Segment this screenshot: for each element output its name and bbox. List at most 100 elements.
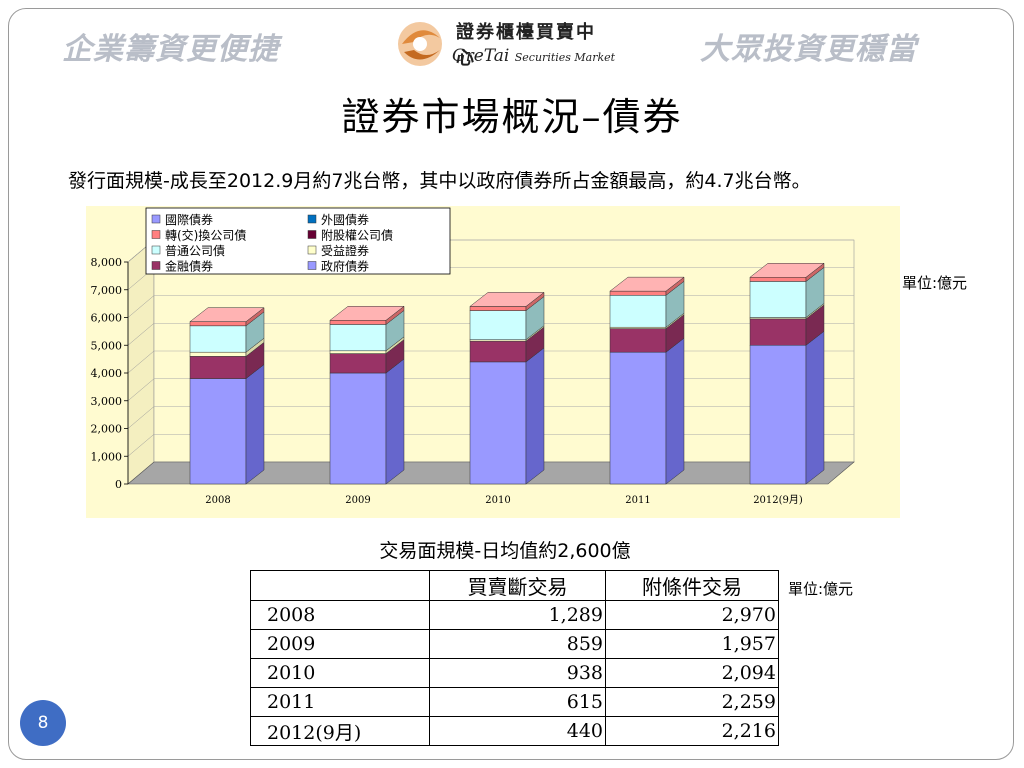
legend-swatch — [151, 214, 161, 224]
gridline-side — [127, 378, 155, 401]
table-unit-label: 單位:億元 — [788, 580, 854, 598]
legend-label: 政府債券 — [321, 259, 369, 274]
table-cell-outright: 938 — [429, 658, 606, 688]
issuance-summary: 發行面規模-成長至2012.9月約7兆台幣，其中以政府債券所占金額最高，約4.7… — [68, 170, 811, 192]
table-header-row: 買賣斷交易 附條件交易 — [250, 570, 779, 601]
bar-segment-ben — [189, 351, 247, 357]
bar-segment-fin — [329, 353, 387, 374]
bar-segment-gov — [609, 351, 667, 485]
bar-segment-corp — [469, 310, 527, 340]
table-cell-year: 2008 — [250, 600, 430, 630]
bar-segment-conv — [609, 290, 667, 296]
x-tick-label: 2008 — [205, 495, 230, 506]
slogan-left: 企業籌資更便捷 — [62, 32, 279, 67]
x-tick-label: 2009 — [345, 495, 370, 506]
legend-label: 受益證券 — [321, 243, 369, 258]
bar-segment-conv — [329, 320, 387, 325]
table-cell-year: 2010 — [250, 658, 430, 688]
table-row: 2010 938 2,094 — [250, 658, 779, 688]
table-header-cell — [250, 570, 430, 601]
chart-unit-label: 單位:億元 — [902, 274, 968, 292]
legend-label: 附股權公司債 — [321, 228, 393, 243]
gridline-side — [127, 434, 155, 457]
bar-top — [469, 292, 545, 307]
legend-label: 外國債券 — [321, 212, 369, 227]
bar-segment-gov-side — [525, 347, 545, 485]
bar-segment-fin — [469, 340, 527, 363]
table-cell-year: 2009 — [250, 629, 430, 659]
table-row: 2009 859 1,957 — [250, 629, 779, 659]
x-tick-label: 2011 — [625, 495, 650, 506]
bar-segment-conv — [469, 306, 527, 311]
bar-segment-gov — [469, 361, 527, 485]
x-tick-label: 2010 — [485, 495, 510, 506]
y-tick-label: 8,000 — [91, 256, 123, 269]
trading-summary: 交易面規模-日均值約2,600億 — [379, 540, 631, 562]
bar-top — [749, 263, 825, 278]
table-cell-repo: 2,094 — [605, 658, 779, 688]
bar-segment-fin — [609, 328, 667, 353]
table-cell-repo: 2,216 — [605, 716, 779, 746]
slogan-right: 大眾投資更穩當 — [700, 32, 917, 67]
y-tick-label: 4,000 — [91, 367, 123, 380]
legend-label: 轉(交)換公司債 — [165, 228, 246, 243]
table-cell-year: 2012(9月) — [250, 716, 430, 746]
y-tick-label: 0 — [115, 478, 122, 491]
legend-label: 金融債券 — [165, 259, 213, 274]
legend-swatch — [151, 230, 161, 239]
bar-segment-corp — [329, 324, 387, 352]
slide-title: 證券市場概況–債券 — [341, 95, 683, 139]
bar-segment-corp — [189, 325, 247, 353]
bar-segment-corp — [749, 281, 807, 318]
gridline-side — [127, 323, 155, 346]
table-cell-outright: 859 — [429, 629, 606, 659]
table-row: 2008 1,289 2,970 — [250, 600, 779, 630]
bar-segment-gov-side — [805, 330, 825, 485]
gridline-side — [127, 295, 155, 318]
logo-text-chinese: 證券櫃檯買賣中心 — [456, 22, 596, 69]
table-cell-year: 2011 — [250, 687, 430, 717]
bond-issuance-chart: 0 1,000 2,000 3,000 4,000 5,000 6,000 7,000 8,00… — [86, 206, 900, 518]
table-cell-outright: 440 — [429, 716, 606, 746]
chart-svg: 0 1,000 2,000 3,000 4,000 5,000 6,000 7,000 8,00… — [91, 207, 855, 506]
bar-segment-gov — [189, 378, 247, 485]
gridline-side — [127, 350, 155, 374]
logo-text-english-main: GreTai — [452, 46, 510, 66]
legend-swatch — [307, 245, 317, 255]
chart-legend — [145, 207, 451, 275]
bar-segment-fin — [749, 318, 807, 346]
page-number: 8 — [20, 700, 66, 746]
table-header-cell: 附條件交易 — [605, 570, 779, 601]
y-tick-label: 1,000 — [91, 450, 123, 463]
bar-segment-gov-side — [665, 337, 685, 485]
bar-segment-conv — [189, 321, 247, 327]
bar-top — [329, 306, 405, 321]
bar-segment-ben — [329, 350, 387, 354]
table-row: 2012(9月) 440 2,216 — [250, 716, 779, 746]
bar-top — [609, 276, 685, 292]
legend-swatch — [151, 245, 161, 255]
y-tick-label: 2,000 — [91, 423, 123, 436]
y-tick-label: 3,000 — [91, 395, 123, 408]
legend-label: 國際債券 — [165, 212, 213, 227]
bar-segment-gov — [749, 345, 807, 485]
legend-label: 普通公司債 — [165, 243, 225, 258]
y-tick-label: 7,000 — [91, 284, 123, 297]
table-header-cell: 買賣斷交易 — [429, 570, 606, 601]
gretai-logo: 證券櫃檯買賣中心 GreTai Securities Market — [396, 16, 615, 72]
bar-segment-gov — [329, 372, 387, 485]
bar-segment-fin — [189, 356, 247, 379]
y-tick-label: 5,000 — [91, 339, 123, 352]
table-cell-repo: 1,957 — [605, 629, 779, 659]
y-tick-label: 6,000 — [91, 312, 123, 325]
gretai-emblem-icon — [398, 22, 442, 66]
bar-top — [189, 307, 265, 322]
table-cell-repo: 2,970 — [605, 600, 779, 630]
table-cell-repo: 2,259 — [605, 687, 779, 717]
legend-swatch — [307, 230, 317, 239]
logo-text-english: GreTai Securities Market — [452, 46, 615, 66]
trading-table: 買賣斷交易 附條件交易 2008 1,289 2,970 2009 859 1,… — [250, 570, 779, 746]
table-cell-outright: 1,289 — [429, 600, 606, 630]
table-cell-outright: 615 — [429, 687, 606, 717]
bar-segment-conv — [749, 277, 807, 282]
